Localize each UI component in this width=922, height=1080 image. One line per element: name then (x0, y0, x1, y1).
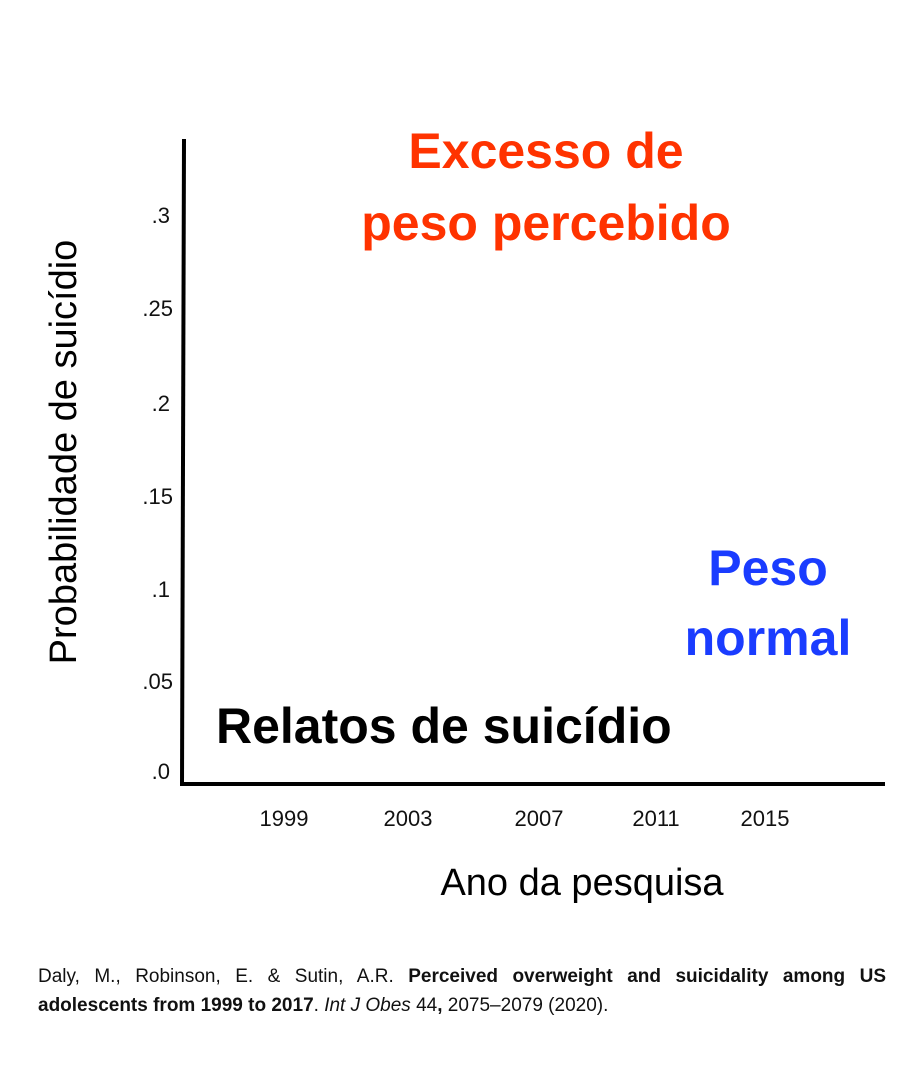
y-tick-label: .2 (152, 391, 170, 416)
citation: Daly, M., Robinson, E. & Sutin, A.R. Per… (38, 962, 886, 1020)
citation-volume: 44 (410, 995, 438, 1016)
x-tick-label: 2003 (384, 806, 433, 831)
y-tick-label: .05 (142, 669, 173, 694)
citation-title: Perceived overweight and suicidality amo… (38, 966, 886, 1016)
x-axis-title: Ano da pesquisa (440, 862, 724, 904)
citation-separator: . (313, 995, 325, 1016)
y-axis-line (180, 138, 186, 786)
annotation-normal-line-1: Peso (708, 540, 828, 596)
annotation-reports: Relatos de suicídio (216, 698, 672, 754)
x-tick-label: 2007 (515, 806, 564, 831)
annotation-overweight-line-1: Excesso de (408, 123, 683, 179)
citation-journal: Int J Obes (324, 995, 411, 1016)
x-tick-label: 2015 (741, 806, 790, 831)
citation-comma: , (437, 995, 443, 1016)
annotation-overweight-line-2: peso percebido (361, 195, 731, 251)
y-tick-label: .3 (152, 203, 170, 228)
citation-pages: 2075–2079 (2020). (442, 995, 609, 1016)
x-tick-label: 1999 (260, 806, 309, 831)
y-tick-label: .0 (152, 759, 170, 784)
citation-authors: Daly, M., Robinson, E. & Sutin, A.R. (38, 966, 409, 987)
annotation-normal-line-2: normal (685, 610, 852, 666)
y-axis-title: Probabilidade de suicídio (43, 240, 85, 665)
y-tick-label: .1 (152, 577, 170, 602)
x-tick-label: 2011 (632, 806, 679, 831)
y-tick-label: .15 (142, 484, 173, 509)
y-tick-label: .25 (142, 296, 173, 321)
